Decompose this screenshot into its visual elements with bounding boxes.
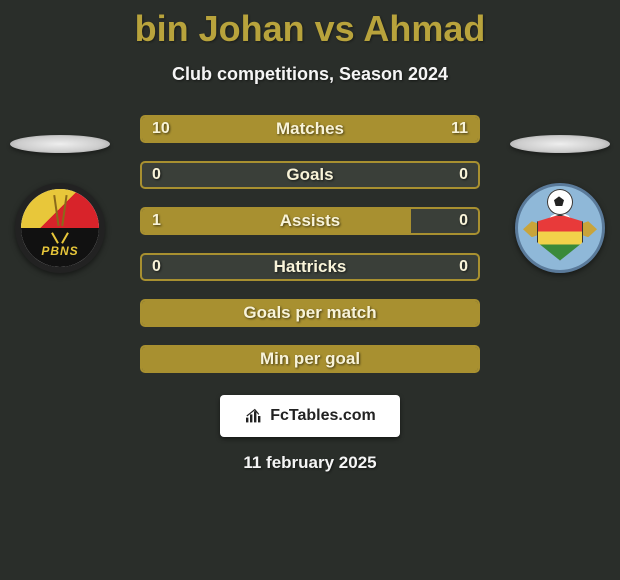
- stat-label: Hattricks: [142, 255, 478, 279]
- left-team-badge: PBNS: [15, 183, 105, 273]
- left-badge-text: PBNS: [21, 244, 99, 258]
- left-player-silhouette: [10, 135, 110, 153]
- stat-bar-row: 00Hattricks: [140, 253, 480, 281]
- left-player-column: PBNS: [0, 115, 120, 273]
- stat-bar-row: 10Assists: [140, 207, 480, 235]
- page-title: bin Johan vs Ahmad: [0, 0, 620, 50]
- stat-label: Matches: [142, 117, 478, 141]
- brand-chart-icon: [244, 408, 264, 424]
- right-team-badge: [515, 183, 605, 273]
- footer-date: 11 february 2025: [0, 453, 620, 473]
- brand-badge: FcTables.com: [220, 395, 400, 437]
- stat-label: Min per goal: [142, 347, 478, 371]
- stat-bar-row: Goals per match: [140, 299, 480, 327]
- comparison-content: PBNS 1011Matches 00Goals 10Assists 00Hattri…: [0, 115, 620, 373]
- brand-text: FcTables.com: [270, 407, 376, 425]
- right-player-silhouette: [510, 135, 610, 153]
- stat-label: Assists: [142, 209, 478, 233]
- stat-bar-row: 00Goals: [140, 161, 480, 189]
- stat-label: Goals per match: [142, 301, 478, 325]
- stat-bars-container: 1011Matches 00Goals 10Assists 00Hattricks Go…: [140, 115, 480, 373]
- page-subtitle: Club competitions, Season 2024: [0, 64, 620, 85]
- stat-bar-row: Min per goal: [140, 345, 480, 373]
- right-player-column: [500, 115, 620, 273]
- stat-label: Goals: [142, 163, 478, 187]
- stat-bar-row: 1011Matches: [140, 115, 480, 143]
